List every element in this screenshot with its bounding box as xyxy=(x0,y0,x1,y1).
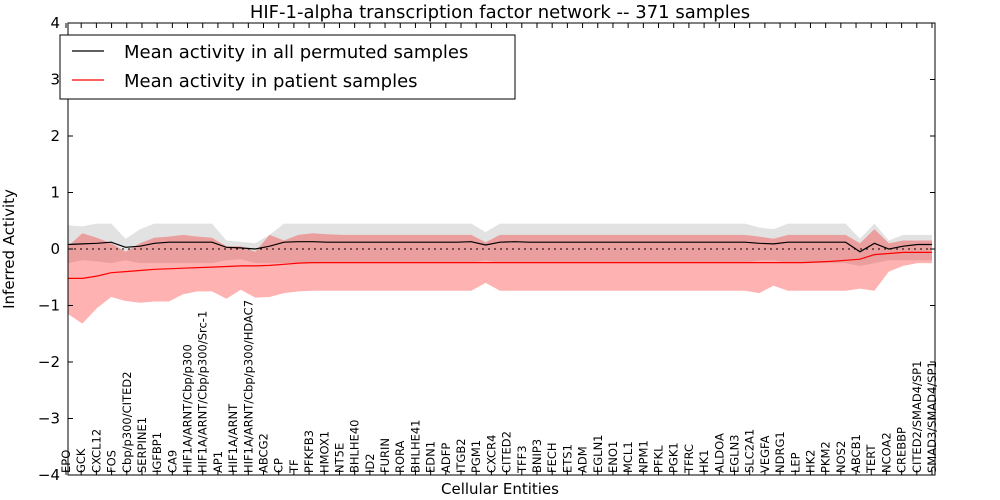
legend-label-patient: Mean activity in patient samples xyxy=(124,71,418,92)
x-tick-label: EGLN3 xyxy=(727,434,741,473)
x-tick-label: NCOA2 xyxy=(879,432,893,473)
x-tick-label: NOS2 xyxy=(834,441,848,473)
band-patient xyxy=(68,229,932,324)
x-tick-label: HK1 xyxy=(697,449,711,473)
series-lines xyxy=(67,241,932,279)
x-tick-label: ALDOA xyxy=(712,433,726,473)
y-tick-label: −2 xyxy=(38,353,60,371)
y-tick-label: 0 xyxy=(50,240,60,258)
y-axis: −4 −3 −2 −1 0 1 2 3 4 xyxy=(38,14,935,484)
band-permuted xyxy=(68,223,932,266)
x-tick-label: TFRC xyxy=(682,444,696,474)
legend: Mean activity in all permuted samples Me… xyxy=(59,34,516,100)
x-tick-label: BHLHE40 xyxy=(348,420,362,474)
x-tick-label: ABCG2 xyxy=(257,433,271,473)
y-tick-label: 4 xyxy=(50,14,60,32)
x-tick-label: PGM1 xyxy=(469,440,483,473)
x-tick-label: TF xyxy=(287,459,301,474)
x-tick-label: RORA xyxy=(393,440,407,473)
x-tick-label: PFKL xyxy=(652,445,666,473)
x-tick-label: LEP xyxy=(788,452,802,473)
x-tick-label: CXCL12 xyxy=(89,429,103,473)
x-tick-label: Cbp/p300/CITED2 xyxy=(120,371,134,473)
x-tick-label: CXCR4 xyxy=(484,435,498,473)
y-tick-label: −3 xyxy=(38,410,60,428)
x-tick-label: HIF1A/ARNT/Cbp/p300/Src-1 xyxy=(196,311,210,473)
x-tick-label: PGK1 xyxy=(667,442,681,473)
x-tick-label: HIF1A/ARNT/Cbp/p300 xyxy=(181,344,195,473)
x-tick-label: HIF1A/ARNT/Cbp/p300/HDAC7 xyxy=(241,300,255,473)
y-tick-label: 3 xyxy=(50,71,60,89)
x-tick-label: TERT xyxy=(864,444,878,474)
x-tick-label: CITED2 xyxy=(500,431,514,473)
line-patient-mean xyxy=(68,251,932,279)
x-tick-label: ENO1 xyxy=(606,441,620,473)
x-axis-label: Cellular Entities xyxy=(441,480,559,498)
x-tick-label: CREBBP xyxy=(895,427,909,473)
x-tick-label: VEGFA xyxy=(758,435,772,473)
x-tick-label: ID2 xyxy=(363,453,377,473)
x-tick-label: NT5E xyxy=(332,443,346,473)
y-tick-label: 1 xyxy=(50,184,60,202)
x-tick-label: PFKFB3 xyxy=(302,430,316,473)
x-tick-label: EDN1 xyxy=(424,441,438,473)
x-tick-label: HIF1A/ARNT xyxy=(226,403,240,473)
x-tick-label: ETS1 xyxy=(560,444,574,473)
x-tick-label: SERPINE1 xyxy=(135,417,149,473)
y-tick-label: −4 xyxy=(38,466,60,484)
x-tick-label: FURIN xyxy=(378,438,392,473)
x-tick-label: ITGB2 xyxy=(454,438,468,473)
x-tick-label: SMAD3/SMAD4/SP1 xyxy=(925,361,939,473)
x-tick-label: BHLHE41 xyxy=(408,420,422,474)
x-tick-label: EPO xyxy=(59,450,73,473)
x-axis: EPO GCK CXCL12 FOS Cbp/p300/CITED2 SERPINE1 IG… xyxy=(59,23,939,475)
x-tick-label: GCK xyxy=(74,448,88,473)
chart-title: HIF-1-alpha transcription factor network… xyxy=(250,2,750,23)
x-tick-label: ADM xyxy=(576,446,590,473)
y-tick-label: 2 xyxy=(50,127,60,145)
legend-box xyxy=(59,34,516,100)
x-tick-label: FOS xyxy=(105,450,119,473)
x-tick-label: TFF3 xyxy=(515,445,529,474)
x-tick-label: CP xyxy=(272,458,286,473)
x-tick-label: PKM2 xyxy=(819,441,833,473)
x-tick-label: HK2 xyxy=(803,449,817,473)
x-tick-label: AP1 xyxy=(211,451,225,473)
x-tick-label: CITED2/SMAD4/SP1 xyxy=(910,361,924,473)
legend-label-permuted: Mean activity in all permuted samples xyxy=(124,42,468,63)
x-tick-label: EGLN1 xyxy=(591,434,605,473)
line-permuted-mean xyxy=(67,241,932,253)
x-tick-label: ADFP xyxy=(439,443,453,473)
x-tick-label: SLC2A1 xyxy=(743,429,757,473)
confidence-bands xyxy=(68,223,932,324)
y-axis-label: Inferred Activity xyxy=(0,189,18,309)
x-tick-label: NPM1 xyxy=(636,440,650,473)
x-tick-label: BNIP3 xyxy=(530,439,544,473)
x-tick-label: ABCB1 xyxy=(849,434,863,473)
x-tick-label: HMOX1 xyxy=(317,431,331,473)
y-tick-label: −1 xyxy=(38,297,60,315)
x-tick-label: MCL1 xyxy=(621,441,635,473)
x-tick-label: FECH xyxy=(545,442,559,473)
x-tick-label: IGFBP1 xyxy=(150,432,164,473)
x-tick-label: NDRG1 xyxy=(773,431,787,473)
x-tick-label: CA9 xyxy=(165,450,179,473)
